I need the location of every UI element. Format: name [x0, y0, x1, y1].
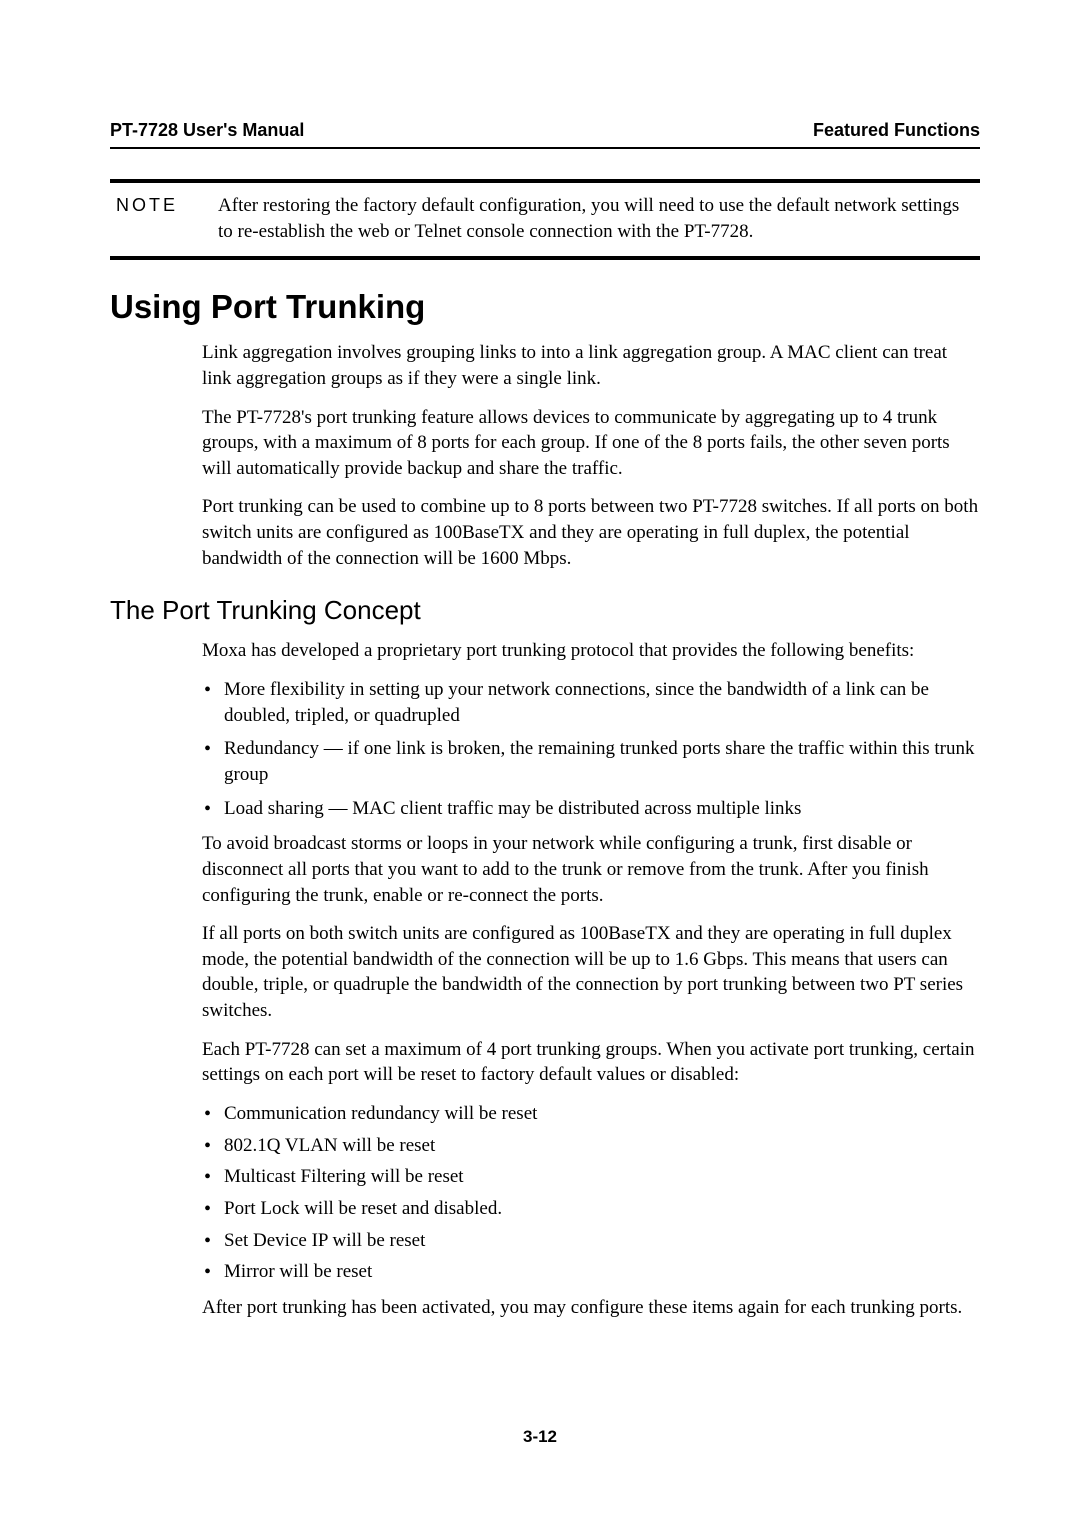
list-item: Multicast Filtering will be reset — [202, 1164, 980, 1190]
body-paragraph: Port trunking can be used to combine up … — [202, 494, 980, 571]
body-paragraph: Moxa has developed a proprietary port tr… — [202, 638, 980, 664]
header-right: Featured Functions — [813, 120, 980, 141]
list-item: More flexibility in setting up your netw… — [202, 677, 980, 728]
list-item: Mirror will be reset — [202, 1259, 980, 1285]
body-paragraph: To avoid broadcast storms or loops in yo… — [202, 831, 980, 908]
body-paragraph: The PT-7728's port trunking feature allo… — [202, 405, 980, 482]
body-paragraph: If all ports on both switch units are co… — [202, 921, 980, 1024]
concept-block: Moxa has developed a proprietary port tr… — [202, 638, 980, 1320]
intro-block: Link aggregation involves grouping links… — [202, 340, 980, 571]
list-item: Load sharing — MAC client traffic may be… — [202, 796, 980, 822]
reset-list: Communication redundancy will be reset 8… — [202, 1101, 980, 1285]
list-item: Set Device IP will be reset — [202, 1228, 980, 1254]
body-paragraph: Each PT-7728 can set a maximum of 4 port… — [202, 1037, 980, 1088]
list-item: Port Lock will be reset and disabled. — [202, 1196, 980, 1222]
header-left: PT-7728 User's Manual — [110, 120, 304, 141]
list-item: Communication redundancy will be reset — [202, 1101, 980, 1127]
benefits-list: More flexibility in setting up your netw… — [202, 677, 980, 821]
note-label: NOTE — [116, 193, 178, 244]
note-text: After restoring the factory default conf… — [218, 193, 974, 244]
subsection-heading: The Port Trunking Concept — [110, 595, 980, 626]
body-paragraph: After port trunking has been activated, … — [202, 1295, 980, 1321]
page-number: 3-12 — [0, 1427, 1080, 1447]
list-item: 802.1Q VLAN will be reset — [202, 1133, 980, 1159]
section-heading: Using Port Trunking — [110, 288, 980, 326]
document-page: PT-7728 User's Manual Featured Functions… — [0, 0, 1080, 1527]
list-item: Redundancy — if one link is broken, the … — [202, 736, 980, 787]
body-paragraph: Link aggregation involves grouping links… — [202, 340, 980, 391]
note-callout: NOTE After restoring the factory default… — [110, 179, 980, 260]
page-header: PT-7728 User's Manual Featured Functions — [110, 120, 980, 149]
